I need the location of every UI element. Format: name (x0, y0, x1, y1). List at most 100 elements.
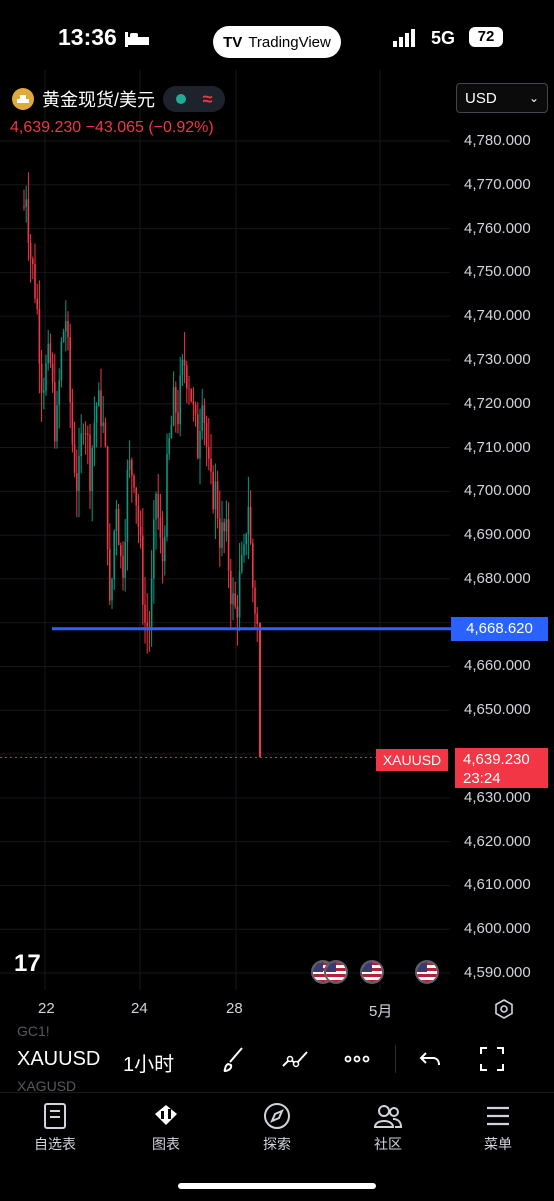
candles (23, 172, 261, 758)
fullscreen-icon[interactable] (477, 1044, 507, 1074)
candle-down (254, 587, 256, 614)
nav-label: 菜单 (484, 1136, 512, 1152)
candle-down (131, 459, 133, 476)
symbol-button[interactable]: XAUUSD (17, 1048, 101, 1070)
tradingview-pill[interactable]: TV TradingView (213, 26, 341, 58)
undo-icon[interactable] (415, 1044, 445, 1074)
date-tick-label: 5月 (369, 1003, 393, 1020)
candle-up (164, 536, 166, 562)
candle-up (102, 422, 104, 427)
candle-down (236, 606, 239, 618)
candle-down (84, 433, 87, 435)
candle-down (177, 412, 179, 425)
nav-chart[interactable]: 图表 (126, 1102, 206, 1154)
candle-up (115, 508, 118, 532)
chart-settings-icon[interactable] (494, 999, 514, 1019)
candle-up (247, 506, 250, 535)
price-change: 4,639.230 −43.065 (−0.92%) (10, 119, 214, 136)
status-time: 13:36 (58, 24, 117, 50)
interval-button[interactable]: 1小时 (123, 1054, 175, 1076)
candle-down (252, 543, 254, 588)
candle-up (62, 331, 65, 342)
nav-watchlist[interactable]: 自选表 (15, 1102, 95, 1154)
bottom-navigation (0, 1092, 554, 1201)
ghost-symbol-gc: GC1! (17, 1023, 50, 1039)
candle-down (212, 471, 214, 510)
candle-down (146, 622, 148, 627)
price-tick-label: 4,590.000 (464, 964, 531, 981)
candle-down (186, 365, 188, 389)
home-indicator (178, 1183, 376, 1189)
nav-label: 图表 (152, 1136, 180, 1152)
candle-down (104, 422, 107, 447)
current-symbol-label: XAUUSD (376, 749, 448, 771)
candle-down (159, 517, 162, 539)
us-flag-event-icon[interactable] (324, 960, 348, 984)
candle-down (71, 402, 74, 445)
market-status-toggle[interactable]: ≈ (163, 86, 226, 112)
price-tick-label: 4,700.000 (464, 482, 531, 500)
chart-icon (155, 1105, 177, 1125)
candle-down (27, 199, 30, 243)
currency-select[interactable]: USD ⌄ (456, 83, 548, 113)
price-tick-label: 4,740.000 (464, 307, 531, 325)
date-tick-label: 24 (131, 1000, 148, 1017)
candle-up (126, 469, 129, 543)
more-icon[interactable] (342, 1044, 372, 1074)
nav-explore[interactable]: 探索 (237, 1102, 317, 1154)
candle-down (29, 242, 32, 259)
candle-down (256, 613, 258, 625)
brush-icon[interactable] (220, 1044, 250, 1074)
candle-down (135, 487, 137, 506)
candle-up (56, 405, 58, 442)
candle-up (98, 390, 100, 406)
candle-down (100, 390, 102, 427)
candle-up (232, 593, 234, 605)
candle-down (34, 264, 36, 299)
price-tick-label: 4,680.000 (464, 569, 531, 587)
candle-down (142, 535, 144, 605)
candle-down (122, 555, 124, 578)
candle-down (137, 505, 140, 527)
candle-down (192, 401, 195, 405)
candle-up (111, 579, 113, 601)
watchlist-icon (44, 1103, 66, 1129)
nav-menu[interactable]: 菜单 (458, 1102, 538, 1154)
candle-down (89, 434, 91, 492)
candle-up (243, 544, 245, 556)
candle-down (133, 475, 135, 488)
candle-down (188, 388, 190, 390)
candle-up (78, 456, 80, 491)
menu-icon (487, 1106, 509, 1126)
candle-down (219, 518, 221, 548)
candle-up (91, 447, 93, 492)
candle-down (87, 433, 89, 435)
price-tick-label: 4,620.000 (464, 832, 531, 850)
symbol-header[interactable]: 黄金现货/美元 ≈ (12, 86, 226, 112)
trend-line-icon[interactable] (280, 1044, 310, 1074)
candle-down (67, 321, 69, 338)
candle-up (245, 534, 247, 545)
candle-down (161, 538, 164, 562)
candle-up (93, 423, 96, 448)
us-flag-event-icon[interactable] (360, 960, 384, 984)
battery-level: 72 (469, 27, 503, 47)
network-type: 5G (431, 28, 456, 48)
us-flag-event-icon[interactable] (415, 960, 439, 984)
candle-down (223, 522, 225, 532)
candle-down (73, 444, 76, 474)
candle-up (172, 387, 175, 426)
nav-community[interactable]: 社区 (348, 1102, 428, 1154)
signal-icon (393, 29, 415, 47)
ghost-symbol-xagusd: XAGUSD (17, 1078, 77, 1094)
price-tick-label: 4,600.000 (464, 920, 531, 938)
candle-up (181, 359, 184, 376)
community-icon (373, 1105, 403, 1128)
candle-up (168, 438, 170, 454)
candle-down (205, 422, 208, 447)
candle-up (43, 390, 45, 393)
horizontal-line-price-label[interactable]: 4,668.620 (451, 616, 548, 641)
candle-up (166, 453, 168, 537)
price-tick-label: 4,760.000 (464, 219, 531, 237)
